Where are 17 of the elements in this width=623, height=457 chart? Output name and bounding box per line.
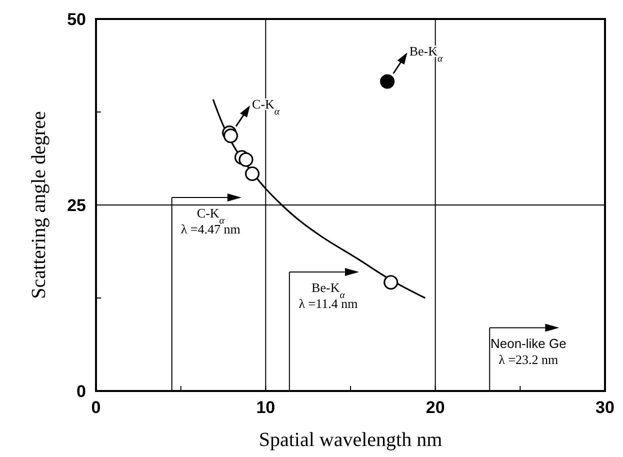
point — [238, 152, 254, 167]
point — [223, 128, 238, 144]
ref-line-label: C-K$_{α}$ λ =4.47 nm — [180, 206, 240, 237]
ref-line-label: Be-K$_{α}$ λ =11.4 nm — [298, 280, 358, 311]
x-tick-label: 10 — [256, 398, 276, 417]
x-tick-label: 30 — [596, 398, 614, 417]
point — [384, 275, 398, 290]
y-axis-title: Scattering angle degree — [28, 111, 50, 299]
point — [380, 74, 395, 89]
x-tick-label: 20 — [426, 398, 445, 417]
y-tick-label: 50 — [67, 10, 86, 29]
point — [244, 166, 260, 182]
y-tick-label: 0 — [76, 382, 86, 401]
ref-line-label: Neon-like Ge λ =23.2 nm — [490, 336, 566, 367]
x-axis-title: Spatial wavelength nm — [258, 429, 443, 451]
y-tick-label: 25 — [67, 196, 86, 215]
x-tick-label: 0 — [91, 398, 101, 417]
